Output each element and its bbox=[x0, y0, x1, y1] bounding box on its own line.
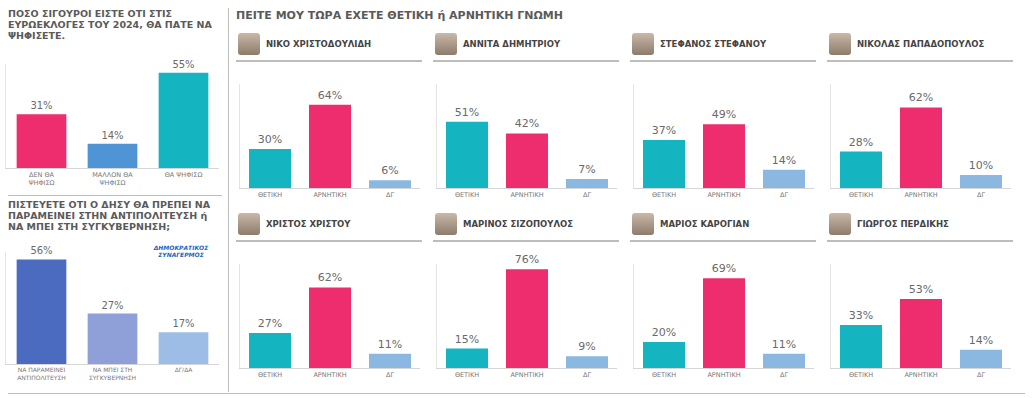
svg-text:ΔΓ: ΔΓ bbox=[583, 371, 591, 379]
svg-text:ΘΕΤΙΚΗ: ΘΕΤΙΚΗ bbox=[849, 371, 873, 379]
html-text:ΜΑΡΙΟΣ ΚΑΡΟΓΙΑΝ: ΜΑΡΙΟΣ ΚΑΡΟΓΙΑΝ bbox=[660, 219, 750, 229]
svg-text:30%: 30% bbox=[258, 133, 282, 146]
html-text:ΔΗΜΟΚΡΑΤΙΚΟΣ ΣΥΝΑΓΕΡΜΟΣ: ΔΗΜΟΚΡΑΤΙΚΟΣ ΣΥΝΑΓΕΡΜΟΣ bbox=[153, 244, 209, 258]
svg-text:ΑΡΝΗΤΙΚΗ: ΑΡΝΗΤΙΚΗ bbox=[510, 371, 543, 379]
svg-text:9%: 9% bbox=[578, 340, 595, 353]
svg-text:27%: 27% bbox=[258, 317, 282, 330]
svg-text:ΔΓ: ΔΓ bbox=[386, 191, 394, 199]
html-text:ΠΕΙΤΕ ΜΟΥ ΤΩΡΑ ΕΧΕΤΕ ΘΕΤΙΚΗ ή: ΠΕΙΤΕ ΜΟΥ ΤΩΡΑ ΕΧΕΤΕ ΘΕΤΙΚΗ ή ΑΡΝΗΤΙΚΗ Γ… bbox=[236, 9, 563, 22]
svg-text:15%: 15% bbox=[455, 333, 479, 346]
html-text:ΠΙΣΤΕΥΕΤΕ ΟΤΙ Ο ΔΗΣΥ ΘΑ ΠΡΕΠΕΙ: ΠΙΣΤΕΥΕΤΕ ΟΤΙ Ο ΔΗΣΥ ΘΑ ΠΡΕΠΕΙ ΝΑ ΠΑΡΑΜΕ… bbox=[8, 199, 211, 232]
svg-text:51%: 51% bbox=[455, 106, 479, 119]
svg-text:ΔΓ: ΔΓ bbox=[386, 371, 394, 379]
svg-text:ΑΡΝΗΤΙΚΗ: ΑΡΝΗΤΙΚΗ bbox=[313, 371, 346, 379]
svg-text:ΝΑ ΜΠΕΙ ΣΤΗΣΥΓΚΥΒΕΡΝΗΣΗ: ΝΑ ΜΠΕΙ ΣΤΗΣΥΓΚΥΒΕΡΝΗΣΗ bbox=[89, 366, 136, 381]
svg-text:ΘΕΤΙΚΗ: ΘΕΤΙΚΗ bbox=[455, 191, 479, 199]
svg-text:ΑΡΝΗΤΙΚΗ: ΑΡΝΗΤΙΚΗ bbox=[510, 191, 543, 199]
svg-text:17%: 17% bbox=[172, 318, 194, 329]
html-text:ΝΙΚΟ ΧΡΙΣΤΟΔΟΥΛΙΔΗ: ΝΙΚΟ ΧΡΙΣΤΟΔΟΥΛΙΔΗ bbox=[266, 39, 372, 49]
html-text:ΣΤΕΦΑΝΟΣ ΣΤΕΦΑΝΟΥ: ΣΤΕΦΑΝΟΣ ΣΤΕΦΑΝΟΥ bbox=[660, 39, 766, 49]
svg-text:31%: 31% bbox=[30, 100, 52, 111]
html-text:ΓΙΩΡΓΟΣ ΠΕΡΔΙΚΗΣ: ΓΙΩΡΓΟΣ ΠΕΡΔΙΚΗΣ bbox=[857, 219, 949, 229]
svg-text:ΑΡΝΗΤΙΚΗ: ΑΡΝΗΤΙΚΗ bbox=[904, 191, 937, 199]
svg-text:69%: 69% bbox=[712, 262, 736, 275]
svg-text:6%: 6% bbox=[381, 164, 398, 177]
svg-text:42%: 42% bbox=[515, 117, 539, 130]
svg-text:ΔΕΝ ΘΑΨΗΦΙΣΩ: ΔΕΝ ΘΑΨΗΦΙΣΩ bbox=[28, 171, 54, 187]
html-text:ΜΑΡΙΝΟΣ ΣΙΖΟΠΟΥΛΟΣ: ΜΑΡΙΝΟΣ ΣΙΖΟΠΟΥΛΟΣ bbox=[463, 219, 573, 229]
svg-text:27%: 27% bbox=[101, 300, 123, 311]
svg-text:76%: 76% bbox=[515, 253, 539, 266]
svg-text:55%: 55% bbox=[172, 59, 194, 70]
html-text:ΑΝΝΙΤΑ ΔΗΜΗΤΡΙΟΥ: ΑΝΝΙΤΑ ΔΗΜΗΤΡΙΟΥ bbox=[463, 39, 561, 49]
svg-text:ΝΑ ΠΑΡΑΜΕΙΝΕΙΑΝΤΙΠΟΛΙΤΕΥΣΗ: ΝΑ ΠΑΡΑΜΕΙΝΕΙΑΝΤΙΠΟΛΙΤΕΥΣΗ bbox=[17, 366, 66, 381]
svg-text:11%: 11% bbox=[772, 338, 796, 351]
svg-text:ΔΓ: ΔΓ bbox=[780, 371, 788, 379]
svg-text:ΔΓ: ΔΓ bbox=[977, 371, 985, 379]
svg-text:ΘΕΤΙΚΗ: ΘΕΤΙΚΗ bbox=[258, 191, 282, 199]
svg-text:33%: 33% bbox=[849, 309, 873, 322]
svg-text:ΔΓ: ΔΓ bbox=[780, 191, 788, 199]
html-text:ΠΟΣΟ ΣΙΓΟΥΡΟΙ ΕΙΣΤΕ ΟΤΙ ΣΤΙΣ Ε: ΠΟΣΟ ΣΙΓΟΥΡΟΙ ΕΙΣΤΕ ΟΤΙ ΣΤΙΣ ΕΥΡΩΕΚΛΟΓΕΣ… bbox=[8, 8, 212, 41]
svg-text:ΘΕΤΙΚΗ: ΘΕΤΙΚΗ bbox=[652, 371, 676, 379]
svg-text:ΑΡΝΗΤΙΚΗ: ΑΡΝΗΤΙΚΗ bbox=[313, 191, 346, 199]
html-text:ΧΡΙΣΤΟΣ ΧΡΙΣΤΟΥ: ΧΡΙΣΤΟΣ ΧΡΙΣΤΟΥ bbox=[266, 219, 351, 229]
svg-text:53%: 53% bbox=[909, 283, 933, 296]
svg-text:ΔΓ: ΔΓ bbox=[583, 191, 591, 199]
svg-text:10%: 10% bbox=[969, 159, 993, 172]
svg-text:28%: 28% bbox=[849, 136, 873, 149]
svg-text:62%: 62% bbox=[909, 91, 933, 104]
svg-text:56%: 56% bbox=[30, 245, 52, 256]
svg-text:ΔΓ: ΔΓ bbox=[977, 191, 985, 199]
svg-text:ΘΕΤΙΚΗ: ΘΕΤΙΚΗ bbox=[849, 191, 873, 199]
svg-text:37%: 37% bbox=[652, 124, 676, 137]
svg-text:64%: 64% bbox=[318, 89, 342, 102]
svg-text:14%: 14% bbox=[969, 334, 993, 347]
svg-text:ΘΕΤΙΚΗ: ΘΕΤΙΚΗ bbox=[455, 371, 479, 379]
html-text:ΝΙΚΟΛΑΣ ΠΑΠΑΔΟΠΟΥΛΟΣ: ΝΙΚΟΛΑΣ ΠΑΠΑΔΟΠΟΥΛΟΣ bbox=[857, 39, 985, 49]
svg-text:ΑΡΝΗΤΙΚΗ: ΑΡΝΗΤΙΚΗ bbox=[904, 371, 937, 379]
svg-text:ΑΡΝΗΤΙΚΗ: ΑΡΝΗΤΙΚΗ bbox=[707, 371, 740, 379]
svg-text:62%: 62% bbox=[318, 271, 342, 284]
svg-text:ΑΡΝΗΤΙΚΗ: ΑΡΝΗΤΙΚΗ bbox=[707, 191, 740, 199]
svg-text:20%: 20% bbox=[652, 326, 676, 339]
svg-text:11%: 11% bbox=[378, 338, 402, 351]
svg-text:14%: 14% bbox=[101, 130, 123, 141]
svg-text:49%: 49% bbox=[712, 108, 736, 121]
svg-text:7%: 7% bbox=[578, 163, 595, 176]
svg-text:ΘΑ ΨΗΦΙΣΩ: ΘΑ ΨΗΦΙΣΩ bbox=[165, 171, 203, 179]
svg-text:ΔΓ/ΔΑ: ΔΓ/ΔΑ bbox=[175, 366, 194, 373]
svg-text:ΘΕΤΙΚΗ: ΘΕΤΙΚΗ bbox=[652, 191, 676, 199]
svg-text:ΜΑΛΛΟΝ ΘΑΨΗΦΙΣΩ: ΜΑΛΛΟΝ ΘΑΨΗΦΙΣΩ bbox=[92, 171, 133, 187]
svg-text:ΘΕΤΙΚΗ: ΘΕΤΙΚΗ bbox=[258, 371, 282, 379]
svg-text:14%: 14% bbox=[772, 154, 796, 167]
